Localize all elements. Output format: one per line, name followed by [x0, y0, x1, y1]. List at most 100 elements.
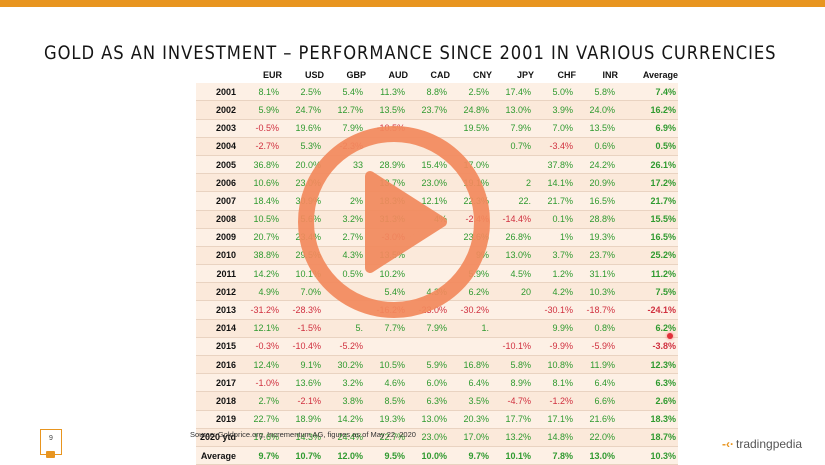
value-cell-gbp: 12.0%	[337, 450, 363, 461]
value-cell-chf: 5.0%	[552, 86, 573, 97]
value-cell-inr: 13.5%	[589, 123, 615, 134]
value-cell-chf: -9.9%	[549, 341, 573, 352]
table-row: 2014 12.1% -1.5% 5. 7.7% 7.9% 1. 9.9% 0.8% 6.2%	[196, 319, 678, 338]
value-cell-aud: 5.4%	[384, 286, 405, 297]
value-cell-eur: 12.4%	[253, 359, 279, 370]
value-cell-jpy: 22.	[518, 195, 531, 206]
value-cell-usd: -1.5%	[297, 323, 321, 334]
table-body: 2001 8.1% 2.5% 5.4% 11.3% 8.8% 2.5% 17.4% 5.0% 5.…	[196, 83, 678, 465]
value-cell-inr: 6.6%	[594, 395, 615, 406]
value-cell-eur: 17.6%	[253, 432, 279, 443]
value-cell-inr: 28.8%	[589, 214, 615, 225]
average-cell: 15.5%	[650, 214, 676, 225]
value-cell-usd: 14.3%	[295, 432, 321, 443]
value-cell-usd: 19.6%	[295, 123, 321, 134]
value-cell-aud: 22.7%	[379, 432, 405, 443]
value-cell-usd: 20.0%	[295, 159, 321, 170]
value-cell-cny: 16.8%	[463, 359, 489, 370]
value-cell-cny: 2.5%	[468, 86, 489, 97]
year-cell: 2012	[215, 286, 236, 297]
value-cell-jpy: 10.1%	[505, 450, 531, 461]
value-cell-jpy: 13.0%	[505, 104, 531, 115]
year-cell: 2016	[215, 359, 236, 370]
value-cell-gbp: 12.7%	[337, 104, 363, 115]
value-cell-cad: 6.0%	[426, 377, 447, 388]
play-button-icon[interactable]	[296, 124, 492, 320]
year-cell: 2020 ytd	[199, 432, 236, 443]
value-cell-jpy: 5.8%	[510, 359, 531, 370]
value-cell-eur: -31.2%	[250, 305, 279, 316]
average-cell: 0.5%	[655, 141, 676, 152]
value-cell-usd: -28.3%	[292, 305, 321, 316]
logo-text: tradingpedia	[736, 437, 803, 451]
year-cell: 2007	[215, 195, 236, 206]
value-cell-inr: 24.2%	[589, 159, 615, 170]
slide-title: GOLD AS AN INVESTMENT – PERFORMANCE SINC…	[44, 42, 777, 64]
value-cell-chf: 3.7%	[552, 250, 573, 261]
average-cell: 21.7%	[650, 195, 676, 206]
header-inr: INR	[576, 66, 618, 84]
value-cell-gbp: 30.2%	[337, 359, 363, 370]
value-cell-chf: 1.2%	[552, 268, 573, 279]
value-cell-gbp: 5.4%	[342, 86, 363, 97]
value-cell-gbp: -5.2%	[339, 341, 363, 352]
year-cell: 2017	[215, 377, 236, 388]
value-cell-gbp: 7.9%	[342, 123, 363, 134]
value-cell-eur: 36.8%	[253, 159, 279, 170]
value-cell-eur: 38.8%	[253, 250, 279, 261]
value-cell-usd: 24.7%	[295, 104, 321, 115]
average-cell: 10.3%	[650, 450, 676, 461]
year-cell: 2015	[215, 341, 236, 352]
value-cell-eur: 5.9%	[258, 104, 279, 115]
value-cell-inr: 31.1%	[589, 268, 615, 279]
value-cell-inr: 13.0%	[589, 450, 615, 461]
average-cell: 16.2%	[650, 104, 676, 115]
table-row: 2016 12.4% 9.1% 30.2% 10.5% 5.9% 16.8% 5.8% 10.8…	[196, 355, 678, 374]
value-cell-aud: 10.2%	[379, 268, 405, 279]
value-cell-chf: 3.9%	[552, 104, 573, 115]
value-cell-gbp: 3.2%	[342, 377, 363, 388]
value-cell-aud: 10.5%	[379, 359, 405, 370]
year-cell: 2006	[215, 177, 236, 188]
value-cell-eur: 22.7%	[253, 414, 279, 425]
value-cell-aud: 4.6%	[384, 377, 405, 388]
value-cell-inr: -5.9%	[591, 341, 615, 352]
value-cell-gbp: 2.7%	[342, 232, 363, 243]
value-cell-inr: 11.9%	[590, 359, 615, 370]
value-cell-chf: -1.2%	[549, 395, 573, 406]
average-cell: 2.6%	[655, 395, 676, 406]
value-cell-inr: 20.9%	[589, 177, 615, 188]
value-cell-gbp: 4.3%	[342, 250, 363, 261]
table-row: 2020 ytd 17.6% 14.3% 24.4% 22.7% 23.0% 17.0% 13…	[196, 428, 678, 447]
average-cell: 11.2%	[650, 268, 676, 279]
cursor-dot-icon	[667, 333, 673, 339]
value-cell-inr: 23.7%	[589, 250, 615, 261]
value-cell-gbp: 3.8%	[342, 395, 363, 406]
value-cell-cny: 24.8%	[463, 104, 489, 115]
value-cell-usd: 10.1%	[295, 268, 321, 279]
average-cell: 18.7%	[650, 432, 676, 443]
value-cell-jpy: 8.9%	[510, 377, 531, 388]
slide-number: 9	[49, 435, 53, 442]
value-cell-jpy: -14.4%	[502, 214, 531, 225]
year-cell: 2018	[215, 395, 236, 406]
value-cell-aud: 13.7%	[379, 177, 405, 188]
value-cell-usd: 10.7%	[295, 450, 321, 461]
value-cell-cad: 23.0%	[421, 177, 447, 188]
value-cell-cad: 13.0%	[421, 414, 447, 425]
value-cell-aud: 19.3%	[379, 414, 405, 425]
value-cell-chf: 0.1%	[552, 214, 573, 225]
value-cell-cny: 17.0%	[463, 159, 489, 170]
value-cell-cad: 23.0%	[421, 432, 447, 443]
year-cell: 2002	[215, 104, 236, 115]
average-cell: 16.5%	[650, 232, 676, 243]
year-cell: 2013	[215, 305, 236, 316]
value-cell-aud	[366, 337, 408, 355]
average-cell: 18.3%	[650, 414, 676, 425]
year-cell: 2010	[215, 250, 236, 261]
value-cell-chf: -30.1%	[544, 305, 573, 316]
value-cell-eur: 10.6%	[253, 177, 279, 188]
value-cell-cad: 8.8%	[426, 86, 447, 97]
value-cell-gbp: 33	[352, 159, 363, 170]
value-cell-chf: 21.7%	[547, 195, 573, 206]
